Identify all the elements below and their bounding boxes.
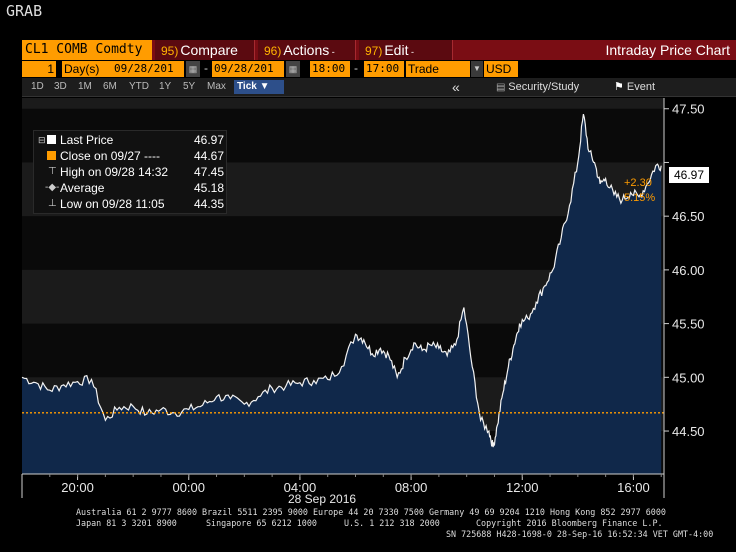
security-study-label: Security/Study	[508, 81, 580, 93]
timeframe-ytd[interactable]: YTD	[129, 81, 149, 92]
timeframe-1d[interactable]: 1D	[31, 81, 44, 92]
x-tick-label: 04:00	[284, 480, 317, 495]
collapse-icon[interactable]: «	[452, 79, 460, 95]
legend-low: ⊥ Low on 09/28 11:05 44.35	[48, 197, 224, 211]
main-toolbar: CL1 COMB Comdty 95) Compare 96) Actions - …	[22, 40, 736, 60]
y-tick-label: 47.50	[672, 102, 705, 117]
intraday-price-chart[interactable]: 44.50 45.00 45.50 46.00 46.50 47.50 20:00 00:0…	[0, 96, 736, 508]
compare-button[interactable]: 95) Compare	[155, 40, 255, 60]
x-tick-label: 12:00	[506, 480, 539, 495]
actions-label: Actions	[283, 42, 330, 58]
white-square-icon	[47, 135, 56, 144]
y-tick-label: 44.50	[672, 424, 705, 439]
compare-hotkey: 95)	[161, 44, 179, 58]
collapse-box-icon[interactable]: ⊟	[38, 135, 46, 145]
event-label: Event	[626, 81, 656, 93]
date-label: 28 Sep 2016	[288, 492, 357, 506]
price-line	[21, 113, 662, 448]
y-tick-label: 46.50	[672, 209, 705, 224]
x-tick-label: 20:00	[61, 480, 94, 495]
timeframe-1y[interactable]: 1Y	[159, 81, 172, 92]
footer-serial: SN 725688 H428-1698-0 28-Sep-16 16:52:34…	[446, 529, 714, 539]
end-date-input[interactable]: 09/28/201	[212, 61, 284, 77]
start-date-input[interactable]: 09/28/201	[112, 61, 184, 77]
chart-grid-icon: ▤	[496, 82, 509, 93]
x-axis: 20:00 00:00 04:00 08:00 12:00 16:00	[21, 473, 665, 498]
footer-singapore: Singapore 65 6212 1000	[206, 518, 317, 528]
edit-hotkey: 97)	[365, 44, 383, 58]
y-tick-label: 46.00	[672, 263, 705, 278]
period-count-input[interactable]: 1	[22, 61, 56, 77]
timeframe-6m[interactable]: 6M	[103, 81, 117, 92]
end-time-input[interactable]: 17:00	[364, 61, 404, 77]
tick-dropdown[interactable]: Tick ▼	[234, 80, 284, 94]
orange-square-icon	[47, 151, 56, 160]
x-tick-label: 08:00	[395, 480, 428, 495]
x-tick-label: 16:00	[617, 480, 650, 495]
footer-us: U.S. 1 212 318 2000	[344, 518, 440, 528]
settings-bar: 1 Day(s) 09/28/201 ▦ - 09/28/201 ▦ 18:00…	[22, 60, 736, 78]
legend-close: Close on 09/27 ---- 44.67	[38, 148, 224, 164]
chart-legend: ⊟ Last Price 46.97 Close on 09/27 ---- 4…	[33, 130, 227, 214]
change-percent: 5.15%	[624, 192, 656, 204]
legend-last-price: ⊟ Last Price 46.97	[38, 133, 224, 147]
edit-label: Edit	[384, 42, 409, 58]
footer-contacts: Australia 61 2 9777 8600 Brazil 5511 239…	[76, 507, 666, 517]
footer-japan: Japan 81 3 3201 8900	[76, 518, 177, 528]
compare-label: Compare	[180, 42, 238, 58]
last-price-tag: 46.97	[669, 167, 709, 183]
high-marker-icon: ⊤	[48, 166, 57, 177]
chevron-down-icon[interactable]: ▼	[471, 61, 483, 77]
change-absolute: +2.30	[624, 177, 652, 189]
footer-copyright: Copyright 2016 Bloomberg Finance L.P.	[476, 518, 663, 528]
price-area	[22, 114, 662, 474]
y-axis: 44.50 45.00 45.50 46.00 46.50 47.50	[663, 98, 705, 474]
calendar-icon[interactable]: ▦	[186, 61, 200, 77]
window-title: GRAB	[6, 2, 43, 20]
security-study-button[interactable]: ▤ Security/Study	[496, 79, 579, 95]
start-time-input[interactable]: 18:00	[310, 61, 350, 77]
timeframe-5y[interactable]: 5Y	[183, 81, 196, 92]
y-tick-label: 45.50	[672, 317, 705, 332]
security-input[interactable]: CL1 COMB Comdty	[22, 40, 152, 60]
grid-band	[22, 98, 664, 109]
currency-select[interactable]: USD	[484, 61, 518, 77]
legend-high: ⊤ High on 09/28 14:32 47.45	[48, 165, 224, 179]
timeframe-1m[interactable]: 1M	[78, 81, 92, 92]
low-marker-icon: ⊥	[48, 198, 57, 209]
calendar-icon[interactable]: ▦	[286, 61, 300, 77]
actions-hotkey: 96)	[264, 44, 282, 58]
event-button[interactable]: ⚑ Event	[614, 79, 655, 95]
timeframe-3d[interactable]: 3D	[54, 81, 67, 92]
flag-icon: ⚑	[614, 81, 627, 93]
timeframe-max[interactable]: Max	[207, 81, 226, 92]
x-tick-label: 00:00	[172, 480, 205, 495]
edit-button[interactable]: 97) Edit -	[359, 40, 453, 60]
timeframe-bar: 1D 3D 1M 6M YTD 1Y 5Y Max Tick ▼ « ▤ Sec…	[22, 78, 736, 97]
period-unit-select[interactable]: Day(s)	[62, 61, 112, 77]
field-select[interactable]: Trade	[406, 61, 470, 77]
y-tick-label: 45.00	[672, 370, 705, 385]
average-line-icon: -◆-	[45, 182, 60, 193]
chart-title: Intraday Price Chart	[605, 42, 731, 58]
legend-average: -◆- Average 45.18	[45, 181, 224, 195]
actions-button[interactable]: 96) Actions -	[258, 40, 356, 60]
